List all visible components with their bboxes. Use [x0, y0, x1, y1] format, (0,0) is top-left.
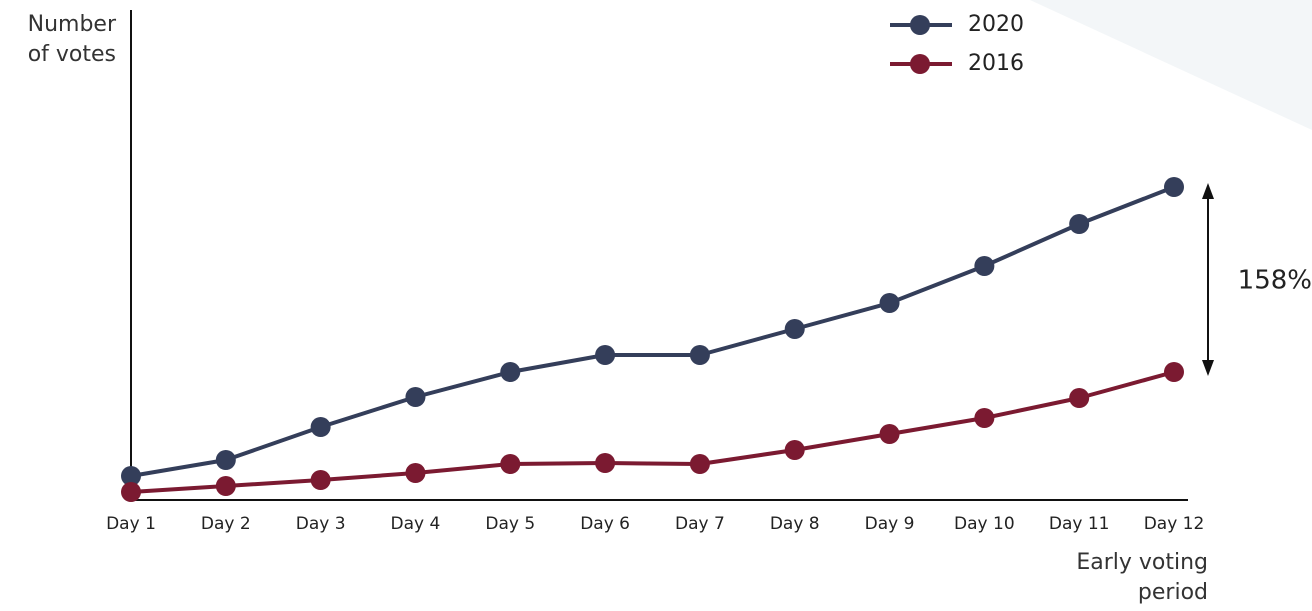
point — [595, 453, 616, 473]
x-tick-label: Day 1 — [106, 514, 156, 534]
point — [689, 345, 710, 365]
annotation: 158% — [1238, 266, 1312, 296]
point — [1164, 362, 1184, 382]
point — [1069, 214, 1090, 234]
x-axis-label: Early voting period — [1076, 550, 1208, 605]
point — [879, 293, 900, 313]
x-tick-label: Day 11 — [1049, 514, 1110, 534]
x-tick-label: Day 7 — [675, 514, 725, 534]
point — [595, 345, 616, 365]
line — [130, 370, 1175, 494]
x-tick-label: Day 12 — [1144, 514, 1205, 534]
decoration — [1030, 0, 1312, 130]
line — [130, 185, 1175, 478]
point — [879, 424, 900, 444]
x-tick-label: Day 9 — [865, 514, 915, 534]
point — [1069, 388, 1090, 408]
point — [215, 450, 236, 470]
point — [215, 476, 236, 496]
x-tick-label: Day 3 — [296, 514, 346, 534]
legend-label: 2016 — [968, 51, 1024, 76]
x-tick-label: Day 10 — [954, 514, 1015, 534]
point — [310, 417, 331, 437]
point — [405, 387, 426, 407]
arrow-head — [1202, 360, 1214, 376]
x-tick-label: Day 6 — [580, 514, 630, 534]
point — [974, 408, 995, 428]
y-axis-label: Number of votes — [27, 12, 116, 67]
x-tick-label: Day 4 — [391, 514, 441, 534]
legend-label: 2020 — [968, 12, 1024, 37]
legend-marker — [910, 54, 930, 74]
point — [1164, 177, 1184, 197]
point — [121, 466, 141, 486]
arrow-head — [1202, 183, 1214, 199]
point — [784, 440, 805, 460]
point — [500, 362, 521, 382]
point — [974, 256, 995, 276]
legend-marker — [910, 15, 930, 35]
point — [689, 454, 710, 474]
point — [784, 319, 805, 339]
point — [121, 482, 141, 502]
x-tick-label: Day 2 — [201, 514, 251, 534]
point — [405, 463, 426, 483]
x-tick-label: Day 5 — [485, 514, 535, 534]
point — [500, 454, 521, 474]
x-tick-label: Day 8 — [770, 514, 820, 534]
point — [310, 470, 331, 490]
